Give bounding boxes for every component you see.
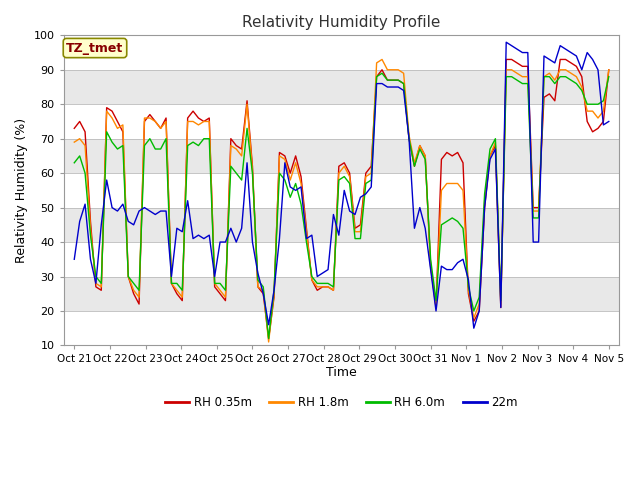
Legend: RH 0.35m, RH 1.8m, RH 6.0m, 22m: RH 0.35m, RH 1.8m, RH 6.0m, 22m <box>161 392 522 414</box>
Bar <box>63 104 620 139</box>
Bar <box>63 70 620 104</box>
Title: Relativity Humidity Profile: Relativity Humidity Profile <box>243 15 441 30</box>
Bar <box>63 276 620 311</box>
Bar <box>63 311 620 346</box>
Y-axis label: Relativity Humidity (%): Relativity Humidity (%) <box>15 118 28 263</box>
Bar <box>63 36 620 70</box>
Bar <box>63 242 620 276</box>
Bar <box>63 173 620 207</box>
Text: TZ_tmet: TZ_tmet <box>67 42 124 55</box>
X-axis label: Time: Time <box>326 366 357 379</box>
Bar <box>63 207 620 242</box>
Bar <box>63 139 620 173</box>
